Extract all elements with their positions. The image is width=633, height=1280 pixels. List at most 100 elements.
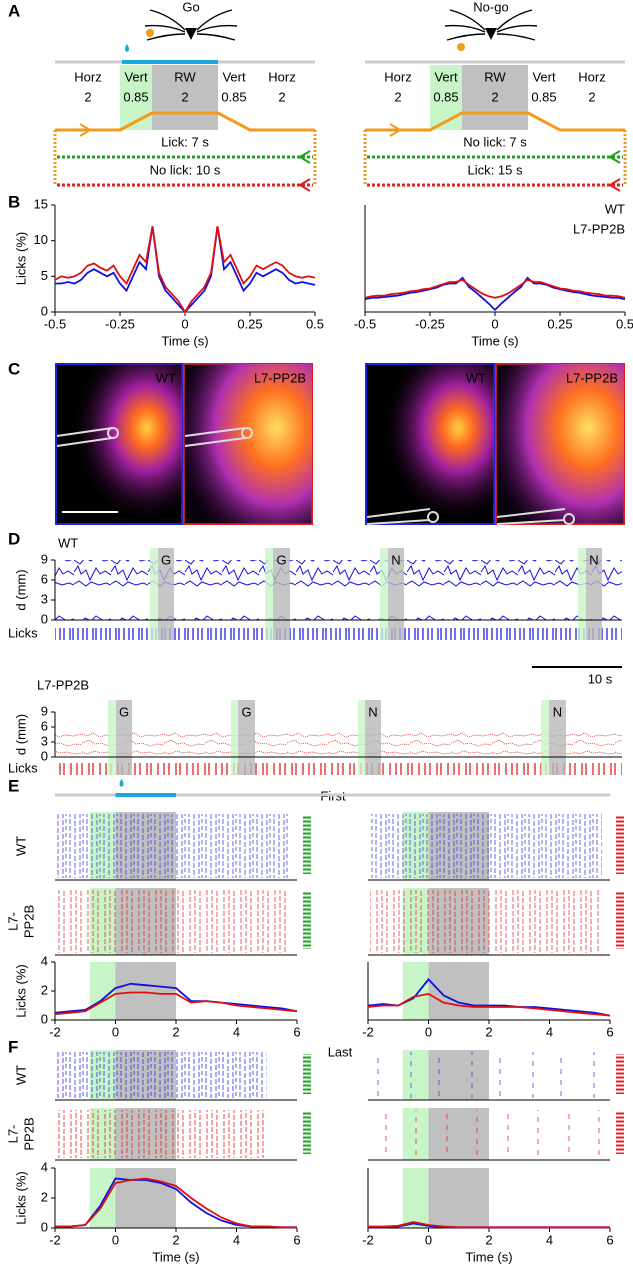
x-tick-label: 4	[546, 1024, 553, 1039]
y-axis-label: Licks (%)	[13, 232, 28, 285]
raster-row-label: PP2B	[21, 905, 36, 938]
go-lick: Lick: 7 s	[161, 134, 209, 149]
y-tick-label: 15	[34, 196, 48, 211]
zone-label: Horz	[74, 69, 101, 84]
legend-entry: L7-PP2B	[573, 221, 625, 236]
raster	[57, 1110, 267, 1158]
x-tick-label: 0.25	[547, 316, 572, 331]
rw-zone	[549, 700, 566, 775]
x-tick-label: -0.25	[415, 316, 445, 331]
zone-duration: 2	[394, 89, 401, 104]
event-label: N	[368, 704, 377, 719]
go-zone	[380, 548, 388, 640]
go-zone	[150, 548, 158, 640]
trial-type	[303, 816, 311, 874]
y-tick-label: 4	[41, 953, 48, 968]
x-tick-label: 0	[112, 1232, 119, 1247]
x-tick-label: -0.5	[354, 316, 376, 331]
zone-label: Horz	[268, 69, 295, 84]
x-tick-label: 4	[233, 1232, 240, 1247]
zone-duration: 2	[491, 89, 498, 104]
zone-label: RW	[484, 69, 506, 84]
licks-label: Licks	[8, 625, 38, 640]
y-tick-label: 6	[41, 718, 48, 733]
go-zone	[265, 548, 273, 640]
event-label: G	[161, 552, 171, 567]
raster-row-label: PP2B	[21, 1117, 36, 1150]
image-label: L7-PP2B	[254, 370, 306, 385]
x-tick-label: 0.5	[306, 316, 324, 331]
raster	[370, 890, 602, 953]
y-tick-label: 2	[41, 982, 48, 997]
x-tick-label: -0.5	[44, 316, 66, 331]
licks-label: Licks	[8, 760, 38, 775]
event-label: G	[241, 704, 251, 719]
line-series	[54, 982, 298, 1014]
zone-duration: 0.85	[433, 89, 458, 104]
panel-label: C	[8, 359, 20, 378]
legend-entry: WT	[605, 201, 625, 216]
image-label: WT	[156, 370, 176, 385]
image-label: L7-PP2B	[566, 370, 618, 385]
x-tick-label: -2	[362, 1024, 374, 1039]
green-span	[402, 1168, 429, 1228]
green-span	[89, 1168, 116, 1228]
raster-row-label: WT	[13, 1065, 28, 1085]
zone-duration: 2	[588, 89, 595, 104]
zone-label: Vert	[434, 69, 458, 84]
event-label: G	[119, 704, 129, 719]
x-tick-label: 0.5	[616, 316, 633, 331]
zone-label: Horz	[384, 69, 411, 84]
panel-label: F	[8, 1037, 18, 1056]
go-zone	[108, 700, 116, 775]
scale-label: 1 cm	[76, 490, 104, 505]
line-series	[54, 991, 298, 1016]
rw-zone	[365, 700, 381, 775]
y-tick-label: 6	[41, 571, 48, 586]
x-tick-label: 0.25	[237, 316, 262, 331]
last-label: Last	[328, 1044, 353, 1059]
zone-duration: 2	[84, 89, 91, 104]
y-axis-label: d (mm)	[13, 569, 28, 610]
y-tick-label: 3	[41, 733, 48, 748]
x-axis-label: Time (s)	[471, 333, 518, 348]
trial-type	[303, 1054, 311, 1094]
x-tick-label: 6	[293, 1232, 300, 1247]
raster-row-label: L7-	[5, 912, 20, 931]
rw-zone	[388, 548, 404, 640]
nogo-lick: Lick: 15 s	[468, 162, 523, 177]
trial-type	[303, 892, 311, 949]
x-tick-label: 2	[485, 1024, 492, 1039]
x-tick-label: 0	[181, 316, 188, 331]
x-axis-label: Time (s)	[465, 1249, 512, 1264]
rw-zone	[586, 548, 602, 640]
y-tick-label: 0	[41, 748, 48, 763]
rw-zone	[116, 700, 132, 775]
zone-duration: 2	[181, 89, 188, 104]
x-tick-label: 0	[491, 316, 498, 331]
x-tick-label: -0.25	[105, 316, 135, 331]
panel-d-art	[55, 560, 622, 775]
y-axis-label: Licks (%)	[13, 964, 28, 1017]
go-nolick: No lick: 10 s	[150, 162, 221, 177]
x-tick-label: 6	[606, 1232, 613, 1247]
y-tick-label: 9	[41, 551, 48, 566]
gray-span	[115, 1168, 176, 1228]
x-tick-label: 6	[293, 1024, 300, 1039]
trace-group: WT	[58, 535, 78, 550]
droplet	[119, 779, 124, 787]
line-series	[55, 226, 316, 314]
raster	[57, 814, 289, 878]
x-tick-label: 2	[172, 1232, 179, 1247]
x-tick-label: 2	[172, 1024, 179, 1039]
panel-label: D	[8, 529, 20, 548]
rw-zone	[158, 548, 174, 640]
x-axis-label: Time (s)	[152, 1249, 199, 1264]
line-series	[367, 992, 611, 1017]
x-tick-label: 0	[425, 1024, 432, 1039]
y-axis-label: Licks (%)	[13, 1171, 28, 1224]
zone-label: Horz	[578, 69, 605, 84]
x-tick-label: 2	[485, 1232, 492, 1247]
line-series	[55, 1177, 297, 1229]
panel-a-art	[53, 9, 627, 192]
